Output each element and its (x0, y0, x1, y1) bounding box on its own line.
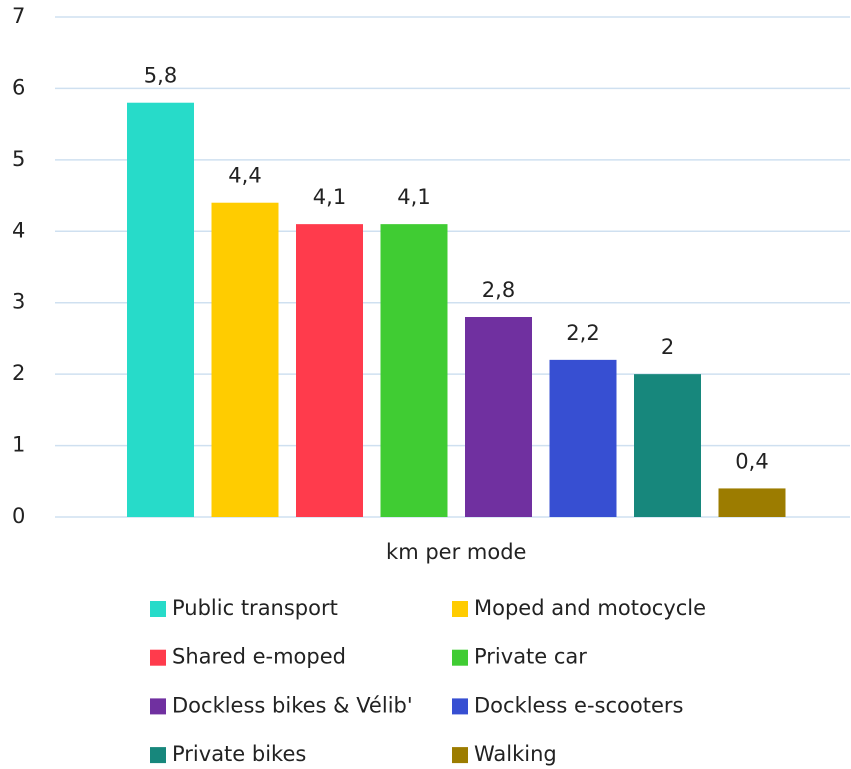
y-tick-label: 3 (12, 290, 25, 314)
bar (211, 202, 279, 517)
bar (127, 102, 194, 517)
bar (465, 317, 532, 517)
value-label: 2,8 (482, 278, 515, 302)
y-tick-label: 7 (12, 4, 25, 28)
legend-swatch (150, 698, 166, 715)
legend-swatch (452, 747, 468, 764)
y-tick-label: 5 (12, 147, 25, 171)
value-label: 4,1 (313, 185, 346, 209)
bar (380, 224, 448, 517)
y-tick-label: 4 (12, 218, 25, 242)
legend-swatch (150, 649, 166, 666)
bar (296, 224, 363, 517)
bar (718, 488, 786, 517)
legend-label: Private car (474, 645, 587, 669)
legend-label: Shared e-moped (172, 645, 346, 669)
y-tick-label: 0 (12, 504, 25, 528)
value-label: 2,2 (566, 321, 599, 345)
value-label: 2 (661, 335, 674, 359)
legend-label: Public transport (172, 596, 338, 620)
legend-swatch (452, 698, 468, 715)
legend-swatch (150, 747, 166, 764)
value-label: 5,8 (144, 64, 177, 88)
y-tick-label: 1 (12, 433, 25, 457)
legend-swatch (452, 649, 468, 666)
legend-swatch (150, 601, 166, 617)
x-tick-label: km per mode (386, 540, 526, 564)
legend-label: Walking (474, 742, 557, 766)
legend-label: Private bikes (172, 742, 306, 766)
bar (634, 374, 701, 517)
legend-swatch (452, 601, 468, 617)
value-label: 0,4 (735, 449, 768, 473)
value-label: 4,1 (397, 185, 430, 209)
value-label: 4,4 (228, 164, 261, 188)
y-tick-label: 2 (12, 361, 25, 385)
legend-label: Dockless bikes & Vélib' (172, 693, 413, 717)
legend-label: Dockless e-scooters (474, 693, 683, 717)
y-tick-label: 6 (12, 75, 25, 99)
legend-label: Moped and motocycle (474, 596, 706, 620)
bar (549, 359, 617, 517)
